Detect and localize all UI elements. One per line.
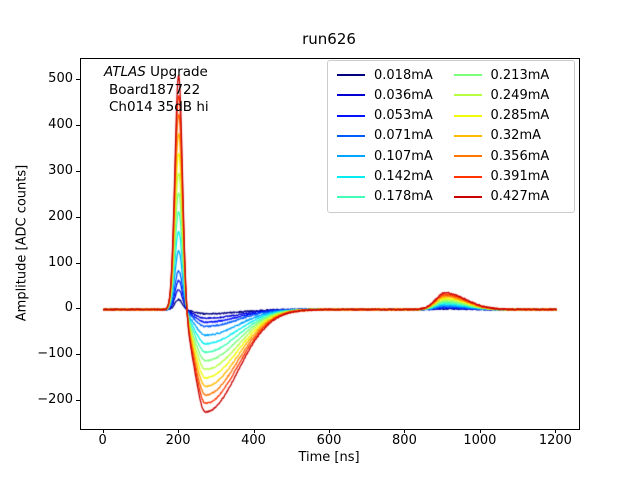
legend-line-sample <box>453 114 482 117</box>
legend-label: 0.391mA <box>490 169 550 185</box>
x-tick-label: 1200 <box>538 433 572 448</box>
annotation-line-2: Board187722 <box>109 81 201 98</box>
annotation-text: ATLAS Upgrade Board187722 Ch014 35dB hi <box>104 64 209 117</box>
legend-label: 0.036mA <box>374 87 433 103</box>
legend-item: 0.142mA <box>337 166 454 186</box>
plot-title: run626 <box>302 30 356 48</box>
y-tick-mark <box>76 308 80 310</box>
legend-item: 0.427mA <box>453 187 571 207</box>
legend-line-sample <box>453 74 482 77</box>
legend-line-sample <box>337 114 365 117</box>
legend-item: 0.285mA <box>453 106 571 126</box>
legend-item: 0.32mA <box>453 126 571 146</box>
legend-label: 0.178mA <box>374 189 433 205</box>
legend-line-sample <box>337 195 365 198</box>
legend-item: 0.249mA <box>453 85 571 105</box>
legend-line-sample <box>453 134 482 137</box>
x-tick-label: 400 <box>241 433 266 448</box>
x-tick-label: 600 <box>316 433 342 448</box>
x-tick-mark <box>404 429 406 433</box>
x-tick-label: 800 <box>392 433 417 448</box>
legend-item: 0.391mA <box>453 166 571 186</box>
legend-label: 0.142mA <box>374 169 433 185</box>
legend-item: 0.036mA <box>337 85 454 105</box>
legend-line-sample <box>453 175 482 178</box>
x-tick-mark <box>253 429 255 433</box>
x-tick-mark <box>178 429 180 433</box>
y-tick-label: 300 <box>48 162 73 178</box>
legend-line-sample <box>337 134 365 137</box>
legend-label: 0.32mA <box>490 128 542 144</box>
legend-line-sample <box>337 74 365 77</box>
legend-label: 0.356mA <box>490 148 550 164</box>
x-axis-label: Time [ns] <box>298 450 360 465</box>
legend-label: 0.213mA <box>490 67 550 83</box>
y-tick-mark <box>76 400 80 402</box>
legend: 0.018mA 0.036mA 0.053mA 0.071mA 0.107mA 0.142… <box>327 60 575 213</box>
legend-line-sample <box>453 155 482 158</box>
x-tick-mark <box>479 429 481 433</box>
legend-line-sample <box>337 155 365 158</box>
y-tick-label: 100 <box>48 254 73 270</box>
legend-line-sample <box>337 175 365 178</box>
legend-label: 0.427mA <box>490 189 550 205</box>
x-tick-mark <box>329 429 330 433</box>
y-tick-label: 400 <box>48 116 73 132</box>
legend-line-sample <box>337 94 365 97</box>
legend-item: 0.178mA <box>337 187 454 207</box>
x-tick-label: 1000 <box>463 433 497 448</box>
legend-item: 0.107mA <box>337 146 454 166</box>
legend-label: 0.053mA <box>374 108 433 124</box>
annotation-line-1: ATLAS Upgrade <box>104 64 208 80</box>
legend-label: 0.285mA <box>490 108 550 124</box>
x-tick-mark <box>102 429 104 433</box>
y-tick-label: −100 <box>37 346 73 362</box>
y-tick-mark <box>76 216 80 218</box>
legend-item: 0.071mA <box>337 126 454 146</box>
legend-label: 0.249mA <box>490 87 550 103</box>
legend-item: 0.018mA <box>337 65 454 85</box>
legend-item: 0.053mA <box>337 106 454 126</box>
y-tick-mark <box>76 78 80 80</box>
legend-label: 0.071mA <box>374 128 433 144</box>
legend-line-sample <box>453 94 482 97</box>
y-tick-label: 0 <box>64 300 73 316</box>
x-tick-label: 0 <box>98 433 107 448</box>
x-tick-mark <box>555 429 557 433</box>
y-tick-label: −200 <box>37 392 73 408</box>
legend-label: 0.018mA <box>374 67 433 83</box>
y-tick-mark <box>76 124 80 126</box>
y-tick-label: 500 <box>48 70 73 86</box>
annotation-line-3: Ch014 35dB hi <box>109 99 209 115</box>
y-tick-label: 200 <box>48 208 73 224</box>
legend-item: 0.356mA <box>453 146 571 166</box>
x-tick-label: 200 <box>165 433 191 448</box>
y-tick-mark <box>76 354 80 356</box>
legend-line-sample <box>453 195 482 198</box>
y-tick-mark <box>76 170 80 172</box>
legend-item: 0.213mA <box>453 65 571 85</box>
legend-label: 0.107mA <box>374 148 433 164</box>
y-axis-label: Amplitude [ADC counts] <box>14 164 30 322</box>
y-tick-mark <box>76 262 80 264</box>
